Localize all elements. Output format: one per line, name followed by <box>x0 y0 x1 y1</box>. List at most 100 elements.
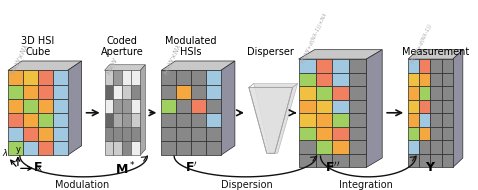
Polygon shape <box>419 86 431 100</box>
Polygon shape <box>113 113 122 127</box>
Text: $\mathbf{Y}$: $\mathbf{Y}$ <box>425 161 436 174</box>
Polygon shape <box>315 73 332 86</box>
Text: y: y <box>15 145 21 154</box>
Text: $\mathbf{F}''$: $\mathbf{F}''$ <box>325 161 340 175</box>
Polygon shape <box>206 141 221 155</box>
Polygon shape <box>442 140 453 154</box>
Polygon shape <box>161 113 176 127</box>
Polygon shape <box>431 140 442 154</box>
Polygon shape <box>431 73 442 86</box>
Polygon shape <box>442 113 453 127</box>
Polygon shape <box>299 100 315 113</box>
Polygon shape <box>206 70 221 85</box>
Polygon shape <box>408 113 419 127</box>
Polygon shape <box>315 86 332 100</box>
Polygon shape <box>23 85 38 99</box>
Polygon shape <box>191 99 206 113</box>
Polygon shape <box>349 113 366 127</box>
Polygon shape <box>113 127 122 141</box>
Polygon shape <box>131 70 141 85</box>
Polygon shape <box>408 140 419 154</box>
Polygon shape <box>8 61 82 70</box>
Polygon shape <box>299 113 315 127</box>
Text: 3D HSI
Cube: 3D HSI Cube <box>21 36 54 57</box>
Polygon shape <box>8 85 23 99</box>
Polygon shape <box>23 113 38 127</box>
Polygon shape <box>332 113 349 127</box>
Polygon shape <box>38 85 53 99</box>
Polygon shape <box>419 154 431 167</box>
Polygon shape <box>176 85 191 99</box>
Text: $\mathbf{F}'$: $\mathbf{F}'$ <box>185 161 197 175</box>
Polygon shape <box>315 140 332 154</box>
Polygon shape <box>176 70 191 85</box>
Polygon shape <box>442 127 453 140</box>
Polygon shape <box>105 70 113 85</box>
Polygon shape <box>131 127 141 141</box>
Polygon shape <box>349 59 366 73</box>
Polygon shape <box>122 99 131 113</box>
Polygon shape <box>191 85 206 99</box>
Polygon shape <box>191 113 206 127</box>
Polygon shape <box>431 59 442 73</box>
Polygon shape <box>38 127 53 141</box>
Polygon shape <box>105 85 113 99</box>
Polygon shape <box>332 59 349 73</box>
Polygon shape <box>419 140 431 154</box>
Text: x: x <box>37 164 42 173</box>
Polygon shape <box>419 113 431 127</box>
Polygon shape <box>161 141 176 155</box>
Text: λ: λ <box>2 149 7 158</box>
Polygon shape <box>206 99 221 113</box>
Polygon shape <box>299 154 315 167</box>
Polygon shape <box>23 99 38 113</box>
Polygon shape <box>431 113 442 127</box>
Polygon shape <box>315 59 332 73</box>
Polygon shape <box>332 100 349 113</box>
Polygon shape <box>105 65 145 70</box>
Polygon shape <box>299 50 382 59</box>
Polygon shape <box>122 85 131 99</box>
Polygon shape <box>349 100 366 113</box>
Polygon shape <box>332 140 349 154</box>
Polygon shape <box>419 127 431 140</box>
Polygon shape <box>442 100 453 113</box>
Text: Disperser: Disperser <box>247 47 294 57</box>
Polygon shape <box>299 140 315 154</box>
Polygon shape <box>349 73 366 86</box>
Polygon shape <box>23 127 38 141</box>
Polygon shape <box>419 100 431 113</box>
Polygon shape <box>249 87 293 153</box>
Polygon shape <box>113 70 122 85</box>
Polygon shape <box>53 85 68 99</box>
Polygon shape <box>53 127 68 141</box>
Polygon shape <box>113 141 122 155</box>
Polygon shape <box>53 141 68 155</box>
Polygon shape <box>8 127 23 141</box>
Polygon shape <box>431 127 442 140</box>
Polygon shape <box>431 86 442 100</box>
Polygon shape <box>431 154 442 167</box>
Polygon shape <box>408 59 419 73</box>
Polygon shape <box>53 99 68 113</box>
Polygon shape <box>131 85 141 99</box>
Polygon shape <box>161 127 176 141</box>
Polygon shape <box>53 113 68 127</box>
Polygon shape <box>176 127 191 141</box>
Polygon shape <box>332 86 349 100</box>
Polygon shape <box>38 141 53 155</box>
Polygon shape <box>442 154 453 167</box>
Polygon shape <box>161 70 176 85</box>
Polygon shape <box>453 50 463 167</box>
Polygon shape <box>442 59 453 73</box>
Polygon shape <box>131 141 141 155</box>
Polygon shape <box>419 59 431 73</box>
Polygon shape <box>8 141 23 155</box>
Polygon shape <box>299 86 315 100</box>
Polygon shape <box>141 65 145 155</box>
Text: Modulated
HSIs: Modulated HSIs <box>165 36 217 57</box>
Polygon shape <box>191 127 206 141</box>
Polygon shape <box>191 141 206 155</box>
Text: Dispersion: Dispersion <box>221 180 273 190</box>
Polygon shape <box>122 127 131 141</box>
